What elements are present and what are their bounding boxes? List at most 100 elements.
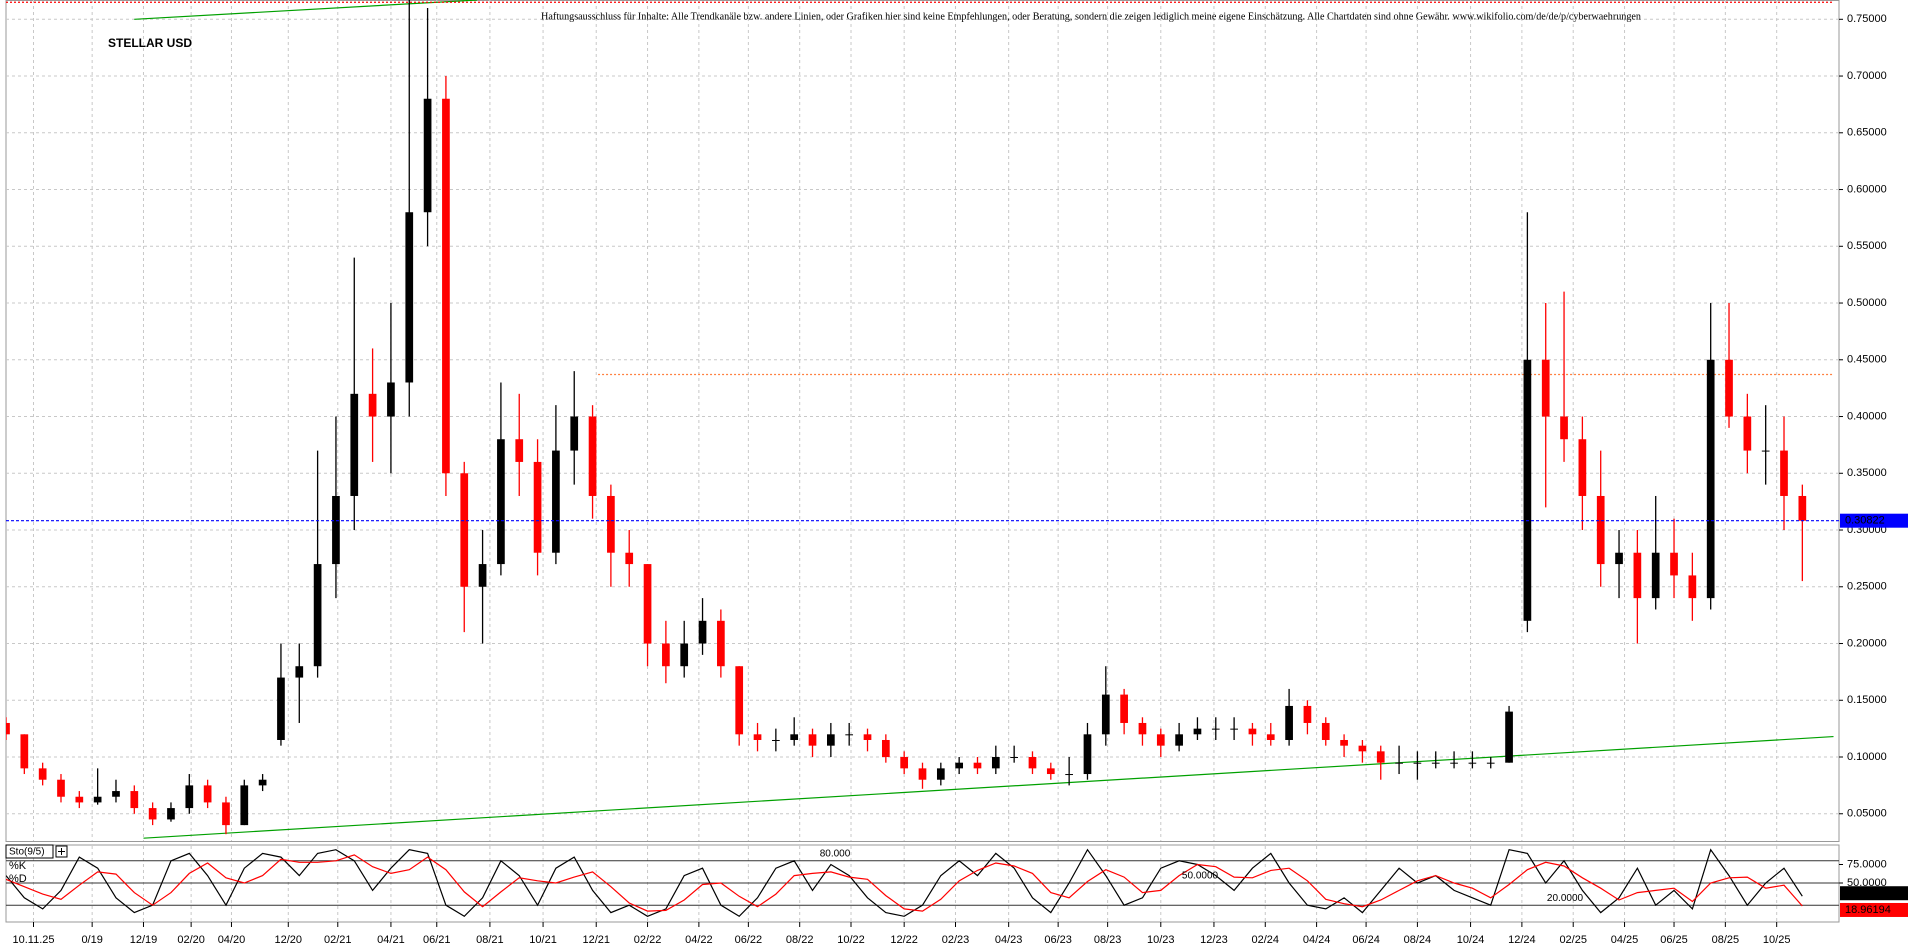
level-label: 80.000 xyxy=(820,848,851,859)
candle-body xyxy=(625,552,634,565)
candle-body xyxy=(533,461,542,553)
stoch-line xyxy=(6,848,1803,918)
y-tick-label: 0.60000 xyxy=(1847,183,1887,195)
candle-body xyxy=(863,734,872,740)
x-tick-label: 08/22 xyxy=(786,934,814,946)
candle-body xyxy=(350,393,359,496)
candle-body xyxy=(1321,722,1330,740)
x-tick-label: 10/24 xyxy=(1457,934,1485,946)
candle-body xyxy=(607,495,615,553)
candle-body xyxy=(1413,762,1422,764)
candle-body xyxy=(588,416,597,496)
trend-line xyxy=(143,735,1834,839)
x-tick-label: 06/23 xyxy=(1044,934,1072,946)
candle-body xyxy=(900,757,909,769)
x-tick-label: 04/25 xyxy=(1611,934,1639,946)
x-tick-label: 12/22 xyxy=(890,934,918,946)
x-tick-label: 12/23 xyxy=(1200,934,1228,946)
x-tick-label: 06/22 xyxy=(735,934,763,946)
candle-body xyxy=(772,739,780,741)
candle-body xyxy=(1633,552,1642,599)
candle-body xyxy=(753,734,762,740)
candle-body xyxy=(1395,762,1403,764)
x-tick-label: 04/20 xyxy=(218,934,246,946)
y-tick-label: 0.75000 xyxy=(1847,13,1887,25)
candle-body xyxy=(1780,450,1788,496)
candle-body xyxy=(1798,495,1807,521)
x-tick-label: 02/22 xyxy=(634,934,662,946)
x-tick-label: 06/24 xyxy=(1352,934,1380,946)
candle-body xyxy=(827,734,835,746)
candle-body xyxy=(918,768,927,780)
plus-icon xyxy=(58,848,65,855)
candle-body xyxy=(203,785,212,803)
candle-body xyxy=(881,739,890,758)
candle-body xyxy=(1743,416,1752,451)
y-tick-label: 0.35000 xyxy=(1847,467,1887,479)
candle-body xyxy=(1523,359,1532,621)
candle-body xyxy=(93,796,102,803)
candle-body xyxy=(368,393,377,417)
trend-line xyxy=(134,0,478,20)
candle-body xyxy=(1596,495,1605,565)
candle-body xyxy=(57,779,65,797)
candle-body xyxy=(1156,734,1165,746)
candle-body xyxy=(167,808,175,820)
last-value-box xyxy=(1840,886,1908,901)
candle-body xyxy=(1761,450,1770,452)
candle-body xyxy=(405,212,414,383)
candle-body xyxy=(442,98,450,474)
last-price-label: 0.30822 xyxy=(1845,515,1885,527)
y-tick-label: 0.55000 xyxy=(1847,240,1887,252)
candle-body xyxy=(1175,734,1183,746)
candle-body xyxy=(313,564,322,667)
x-tick-label: 12/19 xyxy=(130,934,158,946)
candle-body xyxy=(808,734,817,746)
level-label: 20.0000 xyxy=(1547,893,1584,904)
x-tick-label: 04/21 xyxy=(377,934,405,946)
candle-body xyxy=(20,734,29,769)
x-tick-label: 10.11.25 xyxy=(12,934,54,946)
candle-body xyxy=(955,762,964,769)
candle-body xyxy=(991,757,1000,769)
candle-body xyxy=(662,643,670,667)
x-tick-label: 08/23 xyxy=(1094,934,1122,946)
y-tick-label: 0.25000 xyxy=(1847,581,1887,593)
candle-body xyxy=(1615,552,1623,565)
candle-body xyxy=(1468,762,1477,764)
stoch-line xyxy=(6,854,1803,912)
x-tick-label: 12/20 xyxy=(275,934,303,946)
candle-body xyxy=(423,98,432,213)
candle-body xyxy=(185,785,194,809)
x-tick-label: 08/25 xyxy=(1712,934,1740,946)
candle-body xyxy=(698,620,707,644)
y-tick-label: 0.65000 xyxy=(1847,127,1887,139)
candle-body xyxy=(1266,734,1275,740)
candle-body xyxy=(1101,694,1110,735)
candle-body xyxy=(130,791,139,809)
y-tick-label: 0.15000 xyxy=(1847,694,1887,706)
x-tick-label: 12/21 xyxy=(582,934,610,946)
candle-body xyxy=(295,666,304,678)
last-value-label: 32.12107 xyxy=(1845,887,1891,899)
x-tick-label: 02/24 xyxy=(1252,934,1280,946)
candle-body xyxy=(1358,745,1367,752)
y-tick-label: 0.10000 xyxy=(1847,751,1887,763)
candle-body xyxy=(1486,762,1495,764)
y-tick-label: 0.50000 xyxy=(1847,297,1887,309)
indicator-title: Sto(9/5) xyxy=(9,847,45,858)
y-tick-label: 0.40000 xyxy=(1847,410,1887,422)
x-tick-label: 10/21 xyxy=(529,934,557,946)
candle-body xyxy=(1431,762,1440,764)
candle-body xyxy=(973,762,982,769)
candle-body xyxy=(1541,359,1550,417)
last-value-box xyxy=(1840,902,1908,917)
x-tick-label: 0/19 xyxy=(81,934,102,946)
candle-body xyxy=(936,768,945,780)
x-tick-label: 02/20 xyxy=(177,934,205,946)
candle-body xyxy=(112,791,120,797)
candle-body xyxy=(258,779,267,786)
price-panel xyxy=(5,0,1840,842)
